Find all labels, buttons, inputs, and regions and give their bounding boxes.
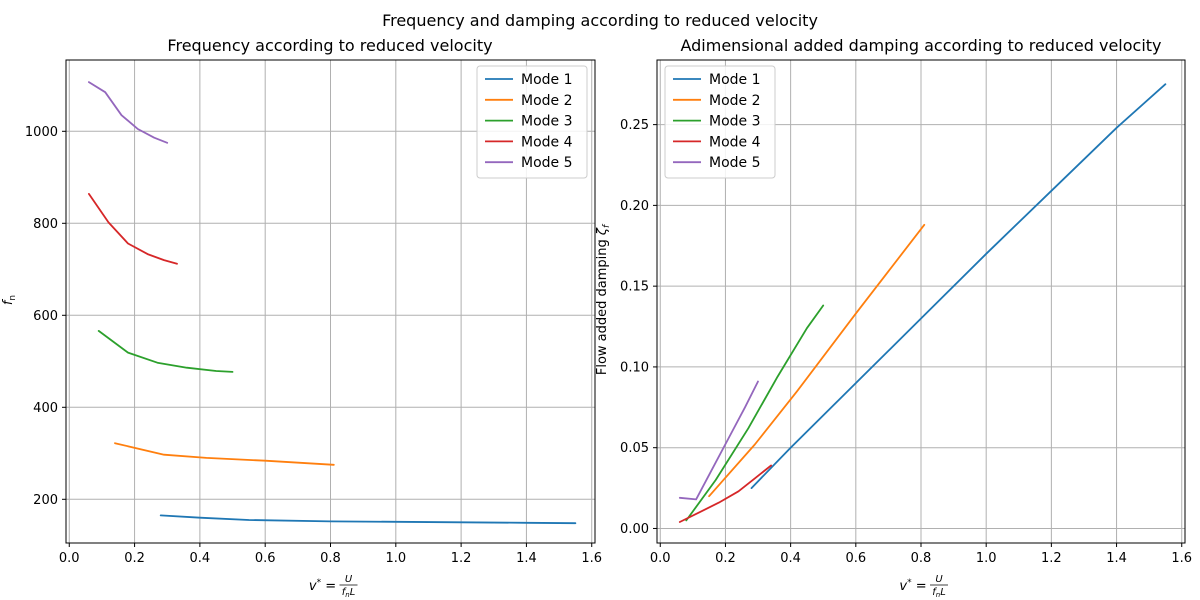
legend-label: Mode 1	[521, 72, 573, 88]
y-tick-label: 0.10	[620, 360, 649, 375]
y-tick-label: 1000	[25, 125, 58, 140]
legend-label: Mode 5	[521, 155, 573, 171]
series-line-mode-4	[678, 464, 772, 523]
x-tick-label: 0.2	[715, 551, 736, 566]
x-tick-label: 0.6	[255, 551, 276, 566]
y-tick-label: 400	[33, 401, 58, 416]
y-tick-label: 0.20	[620, 199, 649, 214]
x-tick-label: 0.4	[190, 551, 211, 566]
damping-chart: Adimensional added damping according to …	[595, 36, 1192, 599]
xlabel-numerator: U	[345, 574, 353, 585]
x-tick-label: 0.6	[845, 551, 866, 566]
legend-label: Mode 1	[709, 72, 761, 88]
damping-chart-xlabel: v* =	[899, 578, 926, 594]
y-tick-label: 600	[33, 309, 58, 324]
series-line-mode-5	[88, 81, 169, 144]
legend-label: Mode 2	[709, 93, 761, 109]
plot-frame	[656, 59, 1186, 544]
series-line-mode-1	[159, 514, 577, 525]
x-tick-label: 0.8	[320, 551, 341, 566]
y-tick-label: 0.15	[620, 280, 649, 295]
xlabel-numerator: U	[935, 574, 943, 585]
damping-chart-ylabel: Flow added damping ζf	[595, 223, 612, 375]
y-tick-label: 0.00	[620, 522, 649, 537]
legend-box	[476, 65, 588, 179]
frequency-chart-xlabel: v* =	[309, 578, 336, 594]
x-tick-label: 1.4	[1106, 551, 1127, 566]
x-tick-label: 1.4	[516, 551, 537, 566]
x-tick-label: 0.0	[59, 551, 80, 566]
series-line-mode-4	[88, 192, 178, 265]
figure-suptitle: Frequency and damping according to reduc…	[382, 11, 818, 30]
x-tick-label: 1.6	[581, 551, 602, 566]
legend-label: Mode 4	[521, 134, 573, 150]
series-line-mode-5	[678, 380, 759, 501]
y-tick-label: 800	[33, 217, 58, 232]
x-tick-label: 1.0	[385, 551, 406, 566]
x-tick-label: 0.0	[650, 551, 671, 566]
legend-label: Mode 3	[709, 114, 761, 130]
x-tick-label: 0.2	[124, 551, 145, 566]
y-tick-label: 0.25	[620, 118, 649, 133]
legend-label: Mode 3	[521, 114, 573, 130]
x-tick-label: 1.2	[451, 551, 472, 566]
legend-label: Mode 5	[709, 155, 761, 171]
frequency-chart-title: Frequency according to reduced velocity	[167, 36, 492, 55]
frequency-chart: Frequency according to reduced velocity …	[1, 36, 602, 599]
x-tick-label: 1.0	[976, 551, 997, 566]
damping-chart-title: Adimensional added damping according to …	[680, 36, 1161, 55]
legend-box	[664, 65, 776, 179]
xlabel-denominator: fnL	[342, 587, 356, 599]
plot-frame	[65, 59, 596, 544]
frequency-chart-ylabel: fn	[1, 295, 18, 305]
x-tick-label: 1.6	[1171, 551, 1192, 566]
series-line-mode-3	[685, 304, 825, 522]
x-tick-label: 1.2	[1041, 551, 1062, 566]
series-line-mode-2	[114, 442, 335, 466]
x-tick-label: 0.8	[911, 551, 932, 566]
series-line-mode-1	[750, 83, 1167, 490]
legend-label: Mode 4	[709, 134, 761, 150]
xlabel-denominator: fnL	[932, 587, 946, 599]
series-line-mode-3	[97, 329, 234, 373]
y-tick-label: 0.05	[620, 441, 649, 456]
legend-label: Mode 2	[521, 93, 573, 109]
y-tick-label: 200	[33, 493, 58, 508]
legend: Mode 1 Mode 2 Mode 3 Mode 4 Mode 5	[476, 65, 588, 179]
legend: Mode 1 Mode 2 Mode 3 Mode 4 Mode 5	[664, 65, 776, 179]
x-tick-label: 0.4	[780, 551, 801, 566]
series-line-mode-2	[708, 223, 926, 498]
